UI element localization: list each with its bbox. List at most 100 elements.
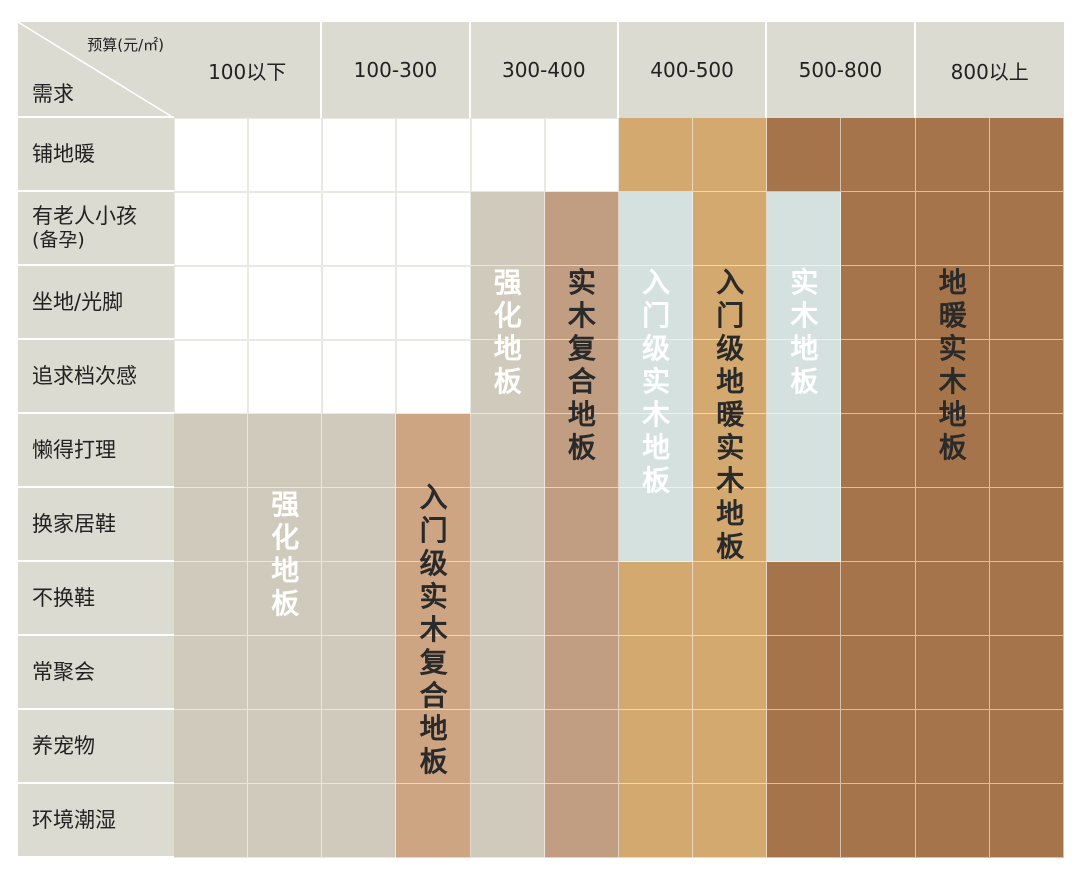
table-cell xyxy=(174,710,249,784)
table-cell xyxy=(396,266,471,340)
table-cell xyxy=(618,266,694,340)
table-cell xyxy=(470,414,545,488)
table-cell xyxy=(989,414,1064,488)
table-cell xyxy=(767,562,842,636)
table-cell xyxy=(915,636,990,710)
table-cell xyxy=(767,118,842,192)
table-cell xyxy=(248,340,323,414)
table-cell xyxy=(915,414,990,488)
table-cell xyxy=(396,192,471,266)
column-header: 100-300 xyxy=(322,22,471,118)
table-cell xyxy=(618,414,694,488)
table-cell xyxy=(618,118,694,192)
column-header: 100以下 xyxy=(174,22,323,118)
table-cell xyxy=(693,414,768,488)
row-header-text: 追求档次感 xyxy=(32,363,137,388)
table-cell xyxy=(396,340,471,414)
row-header: 换家居鞋 xyxy=(18,488,174,562)
table-cell xyxy=(618,710,694,784)
table-cell xyxy=(989,710,1064,784)
row-header: 懒得打理 xyxy=(18,414,174,488)
table-cell xyxy=(544,340,619,414)
table-cell xyxy=(618,192,694,266)
table-cell xyxy=(248,784,323,858)
table-cell xyxy=(618,340,694,414)
table-cell xyxy=(693,340,768,414)
table-cell xyxy=(174,636,249,710)
table-cell xyxy=(396,784,471,858)
table-cell xyxy=(767,636,842,710)
demand-axis-label: 需求 xyxy=(32,82,74,106)
table-cell xyxy=(767,192,842,266)
table-cell xyxy=(322,636,397,710)
table-cell xyxy=(693,710,768,784)
table-cell xyxy=(396,488,471,562)
table-cell xyxy=(396,118,471,192)
table-cell xyxy=(470,636,545,710)
table-cell xyxy=(989,636,1064,710)
table-cell xyxy=(544,192,619,266)
table-cell xyxy=(470,340,545,414)
table-cell xyxy=(767,710,842,784)
table-cell xyxy=(322,488,397,562)
table-cell xyxy=(767,414,842,488)
table-cell xyxy=(544,710,619,784)
table-cell xyxy=(618,784,694,858)
table-cell xyxy=(544,636,619,710)
table-cell xyxy=(322,192,397,266)
row-header: 不换鞋 xyxy=(18,562,174,636)
table-cell xyxy=(470,118,545,192)
column-header: 300-400 xyxy=(470,22,619,118)
column-header: 800以上 xyxy=(915,22,1064,118)
table-cell xyxy=(174,266,249,340)
table-cell xyxy=(322,562,397,636)
table-cell xyxy=(470,784,545,858)
table-cell xyxy=(248,192,323,266)
table-cell xyxy=(174,784,249,858)
table-cell xyxy=(322,340,397,414)
table-cell xyxy=(396,414,471,488)
table-cell xyxy=(841,266,916,340)
table-cell xyxy=(915,192,990,266)
row-header-text: 坐地/光脚 xyxy=(32,289,124,314)
table-cell xyxy=(841,414,916,488)
table-cell xyxy=(470,266,545,340)
table-cell xyxy=(693,192,768,266)
table-cell xyxy=(989,562,1064,636)
row-header: 有老人小孩 (备孕) xyxy=(18,192,174,266)
table-cell xyxy=(915,710,990,784)
table-cell xyxy=(618,562,694,636)
table-cell xyxy=(618,636,694,710)
table-cell xyxy=(248,636,323,710)
table-cell xyxy=(248,266,323,340)
table-cell xyxy=(989,784,1064,858)
table-cell xyxy=(248,488,323,562)
row-header-text: 不换鞋 xyxy=(32,585,95,610)
row-header: 坐地/光脚 xyxy=(18,266,174,340)
table-cell xyxy=(989,118,1064,192)
table-cell xyxy=(470,488,545,562)
row-header: 养宠物 xyxy=(18,710,174,784)
table-cell xyxy=(396,636,471,710)
row-header: 环境潮湿 xyxy=(18,784,174,858)
table-cell xyxy=(174,340,249,414)
table-cell xyxy=(841,636,916,710)
table-cell xyxy=(989,266,1064,340)
table-cell xyxy=(693,488,768,562)
row-header: 追求档次感 xyxy=(18,340,174,414)
table-cell xyxy=(841,488,916,562)
table-cell xyxy=(693,784,768,858)
table-cell xyxy=(544,266,619,340)
row-header-text: 懒得打理 xyxy=(32,437,116,462)
row-header: 铺地暖 xyxy=(18,118,174,192)
table-cell xyxy=(767,340,842,414)
table-cell xyxy=(841,340,916,414)
table-cell xyxy=(915,784,990,858)
table-cell xyxy=(322,710,397,784)
table-cell xyxy=(915,118,990,192)
table-cell xyxy=(841,118,916,192)
diagonal-divider xyxy=(18,22,174,118)
table-cell xyxy=(174,118,249,192)
table-cell xyxy=(915,340,990,414)
table-cell xyxy=(915,488,990,562)
